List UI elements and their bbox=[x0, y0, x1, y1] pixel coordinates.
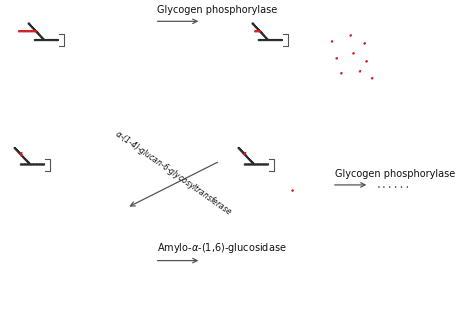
Text: Glycogen phosphorylase: Glycogen phosphorylase bbox=[157, 5, 278, 15]
Text: $\alpha$-(1-4)-glucan-6-glycosyltransferase: $\alpha$-(1-4)-glucan-6-glycosyltransfer… bbox=[112, 127, 235, 219]
Text: Glycogen phosphorylase: Glycogen phosphorylase bbox=[335, 169, 455, 179]
Text: Amylo-$\alpha$-(1,6)-glucosidase: Amylo-$\alpha$-(1,6)-glucosidase bbox=[157, 241, 287, 255]
Text: ......: ...... bbox=[376, 180, 411, 190]
